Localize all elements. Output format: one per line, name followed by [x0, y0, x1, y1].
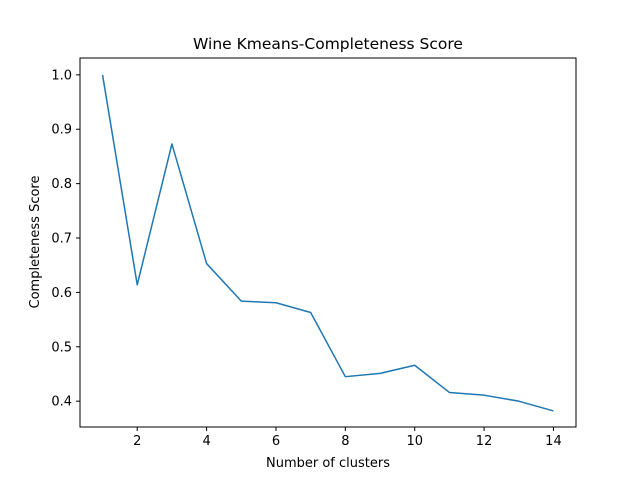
series-line: [101, 74, 554, 412]
x-tick-label: 2: [133, 434, 141, 449]
y-axis-ticks: 0.4 0.5 0.6 0.7 0.8 0.9 1.0: [51, 68, 80, 410]
x-axis-ticks: 2 4 6 8 10 12 14: [133, 427, 562, 449]
y-tick-label: 1.0: [51, 68, 72, 83]
y-tick-label: 0.8: [51, 177, 72, 192]
chart-title: Wine Kmeans-Completeness Score: [193, 35, 463, 53]
y-tick-label: 0.7: [51, 232, 72, 247]
y-tick-label: 0.5: [51, 340, 72, 355]
y-axis-label: Completeness Score: [28, 176, 43, 309]
y-tick-label: 0.6: [51, 286, 72, 301]
x-tick-label: 8: [341, 434, 349, 449]
x-tick-label: 4: [202, 434, 210, 449]
series-layer: [101, 74, 554, 412]
x-tick-label: 6: [272, 434, 280, 449]
x-tick-label: 10: [406, 434, 423, 449]
x-axis-label: Number of clusters: [266, 456, 390, 471]
x-tick-label: 12: [476, 434, 493, 449]
axes-frame: [79, 57, 577, 428]
x-tick-label: 14: [545, 434, 562, 449]
y-tick-label: 0.9: [51, 123, 72, 138]
y-tick-label: 0.4: [51, 395, 72, 410]
